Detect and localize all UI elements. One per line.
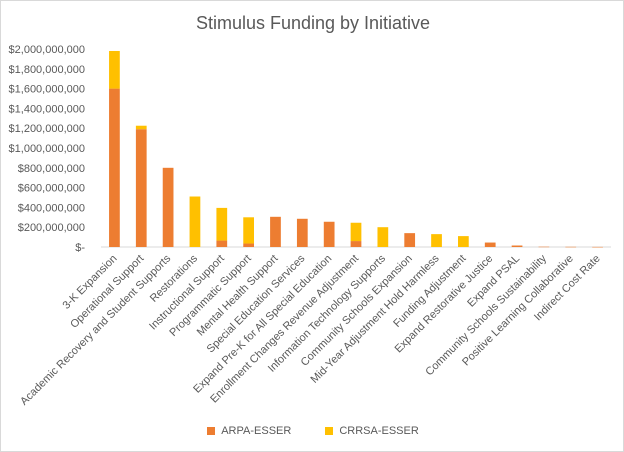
legend-label-crrsa-esser: CRRSA-ESSER	[339, 425, 419, 437]
y-tick-label: $-	[75, 242, 85, 254]
bar-arpa-esser	[350, 241, 362, 247]
legend-item-crrsa-esser: CRRSA-ESSER	[325, 425, 419, 437]
y-tick-label: $1,000,000,000	[9, 143, 85, 155]
bar-arpa-esser	[592, 246, 603, 248]
bar-arpa-esser	[323, 221, 335, 247]
chart-title: Stimulus Funding by Initiative	[195, 13, 431, 33]
bar-arpa-esser	[270, 216, 281, 247]
y-tick-label: $1,200,000,000	[9, 123, 85, 135]
bar-crrsa-esser	[458, 236, 469, 247]
bar-arpa-esser	[484, 242, 496, 247]
bar-crrsa-esser	[377, 227, 389, 247]
bar-arpa-esser	[243, 243, 254, 247]
legend-swatch-crrsa-esser	[325, 427, 334, 435]
bar-crrsa-esser	[431, 234, 442, 247]
y-tick-label: $400,000,000	[18, 202, 85, 214]
bar-crrsa-esser	[135, 125, 147, 130]
bar-crrsa-esser	[243, 217, 254, 244]
legend-label-arpa-esser: ARPA-ESSER	[221, 425, 292, 437]
y-tick-label: $2,000,000,000	[9, 44, 85, 56]
bar-crrsa-esser	[350, 222, 362, 242]
bar-crrsa-esser	[189, 196, 201, 247]
bar-arpa-esser	[296, 218, 308, 247]
bar-arpa-esser	[162, 167, 174, 247]
bar-arpa-esser	[404, 233, 416, 247]
bar-arpa-esser	[109, 88, 120, 247]
y-tick-label: $1,800,000,000	[9, 64, 85, 76]
y-tick-label: $200,000,000	[18, 222, 85, 234]
y-tick-label: $600,000,000	[18, 183, 85, 195]
bar-arpa-esser	[538, 246, 550, 248]
legend-item-arpa-esser: ARPA-ESSER	[207, 425, 291, 437]
bar-arpa-esser	[216, 240, 228, 247]
legend: ARPA-ESSER CRRSA-ESSER	[1, 425, 623, 437]
legend-swatch-arpa-esser	[207, 427, 216, 435]
bar-crrsa-esser	[109, 50, 120, 89]
bar-arpa-esser	[511, 245, 523, 247]
y-tick-label: $1,400,000,000	[9, 103, 85, 115]
bar-crrsa-esser	[216, 207, 228, 241]
bar-arpa-esser	[565, 246, 577, 248]
bar-arpa-esser	[135, 129, 147, 247]
y-tick-label: $800,000,000	[18, 163, 85, 175]
y-tick-label: $1,600,000,000	[9, 84, 85, 96]
